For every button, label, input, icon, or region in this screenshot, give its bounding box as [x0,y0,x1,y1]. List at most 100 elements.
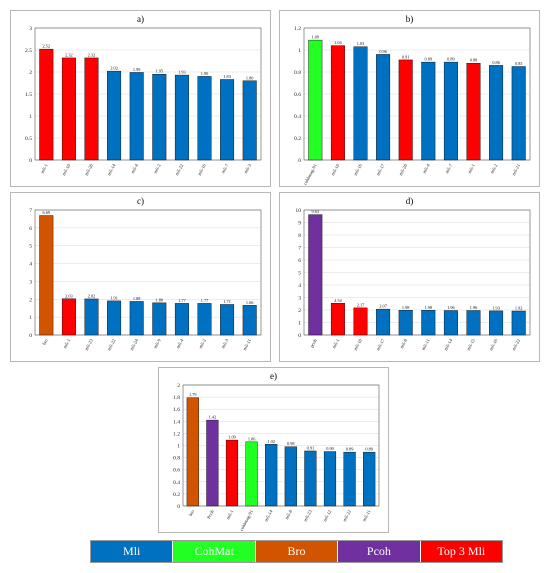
bar-mli-11 [363,451,376,507]
x-tick-label: mli-15 [466,338,476,352]
y-tick-label: 1 [298,321,301,327]
x-tick-label: mli-20 [84,163,94,177]
y-tick-label: 2.5 [25,48,32,54]
data-label: 1.42 [209,415,217,420]
bar-mli-4 [174,303,189,336]
bar-mli-12 [323,451,337,507]
y-tick-label: 0 [177,504,180,510]
data-label: 1.79 [189,392,197,397]
bar-mli-10 [353,307,368,336]
data-label: 0.89 [346,447,354,452]
x-tick-label: mli-22 [342,509,352,523]
data-label: 0.96 [379,49,387,54]
y-tick-label: 9 [298,221,301,227]
data-label: 0.98 [287,441,295,446]
x-tick-label: mli-23 [84,338,94,352]
bar-mli-22 [511,310,526,336]
data-label: 0.90 [326,446,334,451]
bar-mli-23 [84,298,99,336]
bar-mli-17 [376,308,391,336]
data-label: 2.32 [88,52,96,57]
data-label: 1.90 [201,71,209,76]
bar-mli-20 [398,59,413,161]
chart-title: e) [270,371,277,381]
chart-panel-e: e) 0 0.2 0.4 0.6 0.8 1 1.2 1.4 1.6 1.8 2 1.79 bro 1.42… [158,367,389,533]
bar-mli-9 [152,302,167,336]
data-label: 1.80 [156,297,164,302]
bar-mli-20 [84,57,99,161]
y-tick-label: 3 [298,296,301,302]
x-tick-label: pcoh [309,338,318,349]
bar-mli-23 [304,450,317,507]
x-tick-label: mli-23 [303,509,313,523]
data-label: 2.54 [334,298,342,303]
data-label: 6.69 [43,210,51,215]
x-tick-label: mli-10 [353,338,363,352]
x-tick-label: mli-16 [197,163,207,177]
bar-mli-8 [284,446,297,507]
chart-svg-4: e) 0 0.2 0.4 0.6 0.8 1 1.2 1.4 1.6 1.8 2 1.79 bro 1.42… [173,371,380,532]
bar-cohbmag-91 [245,441,258,507]
x-tick-label: mli-7 [220,163,229,175]
y-tick-label: 2 [29,70,32,76]
bar-mli-4 [421,61,436,161]
bar-mli-21 [511,66,526,161]
bar-bro [186,397,199,507]
y-tick-label: 5 [298,271,301,277]
data-label: 1.98 [402,305,410,310]
chart-panel-b: b) 0 0.2 0.4 0.6 0.8 1 1.2 1.09 cohbmag-91 1.04 mli… [279,10,540,187]
y-tick-label: 1.2 [173,431,180,437]
data-label: 1.09 [228,435,236,440]
bar-mli-16 [197,76,212,161]
data-label: 1.09 [312,35,320,40]
data-label: 0.91 [402,54,410,59]
bar-mli-17 [376,54,391,161]
y-tick-label: 1.8 [173,395,180,401]
legend-label-top3: Top 3 Mli [437,544,486,558]
x-tick-label: mli-4 [422,163,431,175]
data-label: 1.06 [248,436,256,441]
x-tick-label: mli-17 [375,338,385,352]
bar-mli-8 [398,310,413,336]
legend-item-top3: Top 3 Mli [420,541,503,562]
bar-mli-4 [129,72,144,161]
x-tick-label: mli-21 [511,163,521,177]
data-label: 0.89 [425,57,433,62]
x-tick-label: mli-3 [220,338,229,350]
y-tick-label: 6 [298,258,301,264]
y-tick-label: 1.4 [173,419,180,425]
x-tick-label: mli-22 [174,163,184,177]
legend-item-cohmat: CohMat [173,541,256,562]
x-tick-label: mli-22 [511,338,521,352]
bar-mli-1 [330,303,345,336]
chart-panel-a: a) 0 0.5 1 1.5 2 2.5 3 2.52 mli-1 2.32 mli-10 2.32 ml… [10,10,271,187]
x-tick-label: mli-1 [62,338,71,350]
data-label: 1.77 [178,298,186,303]
x-tick-label: mli-16 [488,338,498,352]
y-tick-label: 0.4 [294,114,301,120]
bar-mli-1 [466,63,481,161]
x-tick-label: mli-7 [444,163,453,175]
data-label: 2.02 [88,293,96,298]
y-tick-label: 0 [298,158,301,164]
bar-mli-16 [353,46,368,161]
y-tick-label: 1 [298,48,301,54]
y-tick-label: 1 [29,114,32,120]
y-tick-label: 7 [298,246,301,252]
bar-mli-14 [107,70,122,161]
bar-mli-16 [489,310,504,336]
data-label: 1.96 [470,305,478,310]
x-tick-label: cohbmag-91 [239,509,255,532]
x-tick-label: mli-10 [61,163,71,177]
x-tick-label: mli-16 [353,163,363,177]
y-tick-label: 1 [177,444,180,450]
data-label: 1.66 [246,300,254,305]
data-label: 2.52 [43,44,51,49]
y-tick-label: 2 [298,308,301,314]
x-tick-label: mli-1 [331,338,340,350]
plot-area [182,384,380,507]
x-tick-label: mli-9 [153,338,162,350]
chart-title: b) [406,14,414,24]
x-tick-label: bro [41,338,49,346]
x-tick-label: mli-8 [284,509,293,521]
